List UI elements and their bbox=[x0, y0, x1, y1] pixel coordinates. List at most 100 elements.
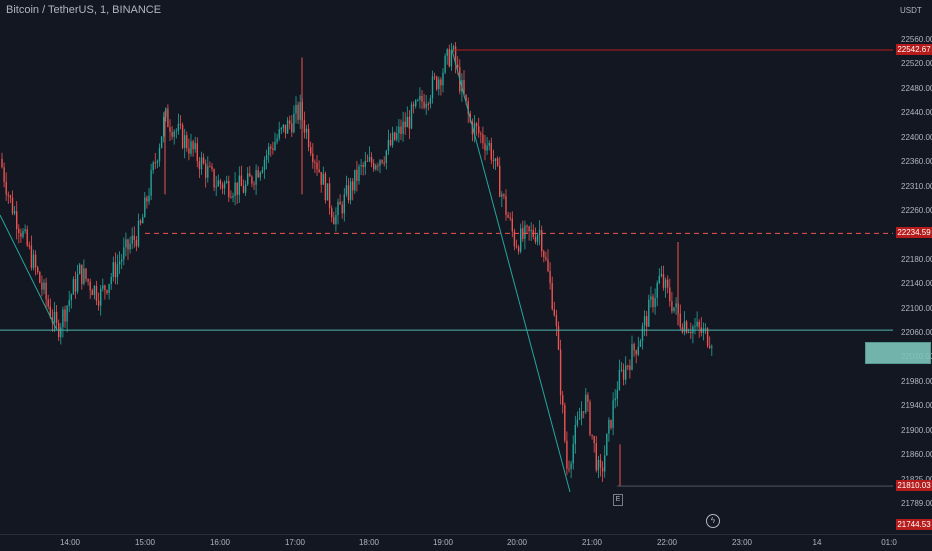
candle-body bbox=[232, 195, 234, 198]
candle-body bbox=[530, 230, 532, 232]
candle-body bbox=[286, 120, 289, 134]
candle-body bbox=[150, 170, 152, 196]
candle-body bbox=[440, 79, 442, 86]
candle-body bbox=[545, 257, 547, 260]
candle-body bbox=[362, 164, 364, 167]
candle-body bbox=[360, 164, 362, 167]
candle-body bbox=[219, 180, 222, 185]
low-price-label: 21810.03 bbox=[896, 480, 932, 492]
candle-body bbox=[379, 160, 381, 166]
candle-body bbox=[249, 173, 251, 177]
currency-label: USDT bbox=[900, 6, 922, 15]
candle-body bbox=[635, 350, 637, 355]
candle-body bbox=[559, 349, 562, 396]
candle-body bbox=[648, 299, 650, 327]
candle-body bbox=[282, 124, 285, 128]
candle-body bbox=[387, 139, 390, 151]
candle-body bbox=[427, 103, 429, 105]
candle-body bbox=[574, 424, 576, 445]
candle-body bbox=[503, 194, 505, 196]
candle-body bbox=[419, 95, 421, 100]
candle-body bbox=[228, 181, 230, 198]
candle-body bbox=[637, 346, 639, 355]
candle-body bbox=[620, 369, 623, 371]
candle-body bbox=[238, 175, 240, 195]
candle-body bbox=[18, 229, 20, 233]
candle-body bbox=[146, 197, 148, 202]
candle-body bbox=[454, 46, 457, 65]
price-tick: 22440.00 bbox=[901, 108, 932, 118]
candle-body bbox=[320, 172, 322, 185]
high-price-label: 22542.67 bbox=[896, 44, 932, 55]
candle-body bbox=[251, 176, 253, 184]
price-chart[interactable] bbox=[0, 0, 893, 534]
candle-body bbox=[106, 290, 108, 294]
candle-body bbox=[696, 321, 698, 327]
price-tick: 22060.00 bbox=[901, 328, 932, 338]
candle-body bbox=[291, 123, 293, 133]
candle-body bbox=[631, 344, 633, 370]
candle-body bbox=[688, 331, 690, 333]
candle-body bbox=[398, 126, 400, 134]
candle-body bbox=[45, 282, 47, 300]
candle-body bbox=[513, 231, 516, 247]
candle-body bbox=[102, 285, 104, 289]
candles bbox=[1, 42, 713, 487]
candle-body bbox=[3, 167, 5, 182]
candle-body bbox=[95, 285, 98, 301]
candle-body bbox=[72, 279, 75, 295]
candle-body bbox=[158, 147, 161, 162]
time-tick: 21:00 bbox=[581, 538, 603, 547]
candle-body bbox=[110, 277, 112, 285]
candle-body bbox=[129, 243, 131, 250]
candle-body bbox=[47, 299, 49, 307]
candle-body bbox=[408, 116, 411, 129]
time-axis[interactable]: 14:00 15:00 16:00 17:00 18:00 19:00 20:00 21:00… bbox=[0, 534, 932, 551]
candle-body bbox=[429, 98, 432, 104]
candle-body bbox=[406, 116, 408, 128]
candle-body bbox=[394, 132, 396, 140]
candle-body bbox=[169, 127, 171, 132]
candle-body bbox=[654, 297, 656, 308]
candle-body bbox=[177, 123, 180, 131]
candle-body bbox=[601, 467, 604, 472]
candle-body bbox=[305, 128, 308, 133]
candle-body bbox=[179, 123, 182, 125]
candle-body bbox=[339, 201, 341, 205]
candle-body bbox=[261, 170, 264, 173]
candle-body bbox=[364, 160, 366, 167]
candle-body bbox=[517, 247, 520, 252]
candle-body bbox=[473, 123, 476, 135]
candle-body bbox=[11, 197, 14, 214]
price-tick: 21900.00 bbox=[901, 425, 932, 435]
candle-body bbox=[536, 234, 539, 242]
candle-body bbox=[475, 123, 478, 127]
candle-body bbox=[415, 100, 417, 107]
candle-body bbox=[484, 143, 486, 151]
flash-icon[interactable]: ϟ bbox=[706, 514, 720, 528]
candle-body bbox=[295, 104, 297, 114]
candle-body bbox=[70, 294, 72, 301]
time-tick: 19:00 bbox=[432, 538, 454, 547]
candle-body bbox=[391, 132, 394, 146]
candle-body bbox=[139, 220, 142, 224]
candle-body bbox=[175, 130, 177, 132]
candle-body bbox=[144, 197, 146, 218]
candle-body bbox=[576, 419, 579, 425]
candle-body bbox=[104, 285, 106, 291]
candle-body bbox=[205, 163, 207, 178]
candle-body bbox=[223, 182, 226, 189]
candle-body bbox=[650, 296, 652, 300]
candle-body bbox=[639, 340, 642, 347]
candle-body bbox=[660, 274, 663, 276]
symbol-title[interactable]: Bitcoin / TetherUS, 1, BINANCE bbox=[6, 4, 162, 16]
candle-body bbox=[496, 158, 499, 166]
candle-body bbox=[112, 262, 114, 278]
event-marker[interactable]: E bbox=[613, 494, 623, 506]
candle-body bbox=[289, 120, 291, 124]
candle-body bbox=[240, 175, 243, 187]
price-tick: 21860.00 bbox=[901, 450, 932, 460]
time-tick: 23:00 bbox=[731, 538, 753, 547]
candle-body bbox=[307, 128, 310, 148]
